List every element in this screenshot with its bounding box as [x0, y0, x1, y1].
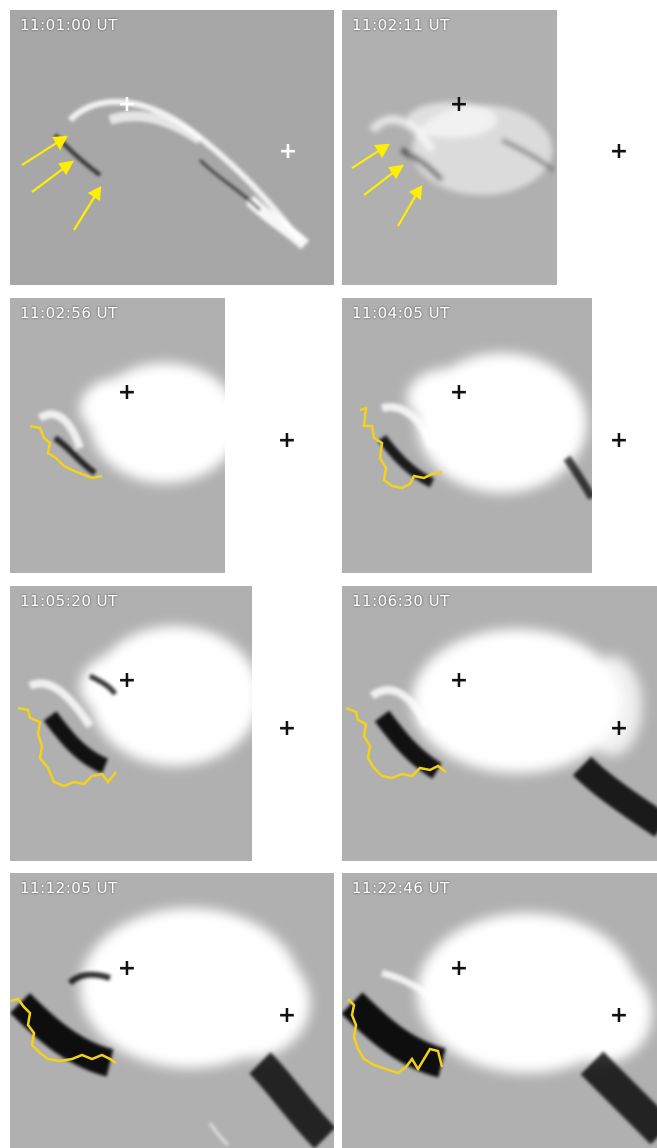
dimming-contour: [359, 406, 443, 490]
solar-image-8: [342, 873, 657, 1148]
timestamp-label: 11:22:46 UT: [352, 879, 450, 897]
plus-marker-icon: +: [609, 1003, 629, 1028]
timestamp-label: 11:06:30 UT: [352, 592, 450, 610]
panel-6: 11:06:30 UT + +: [342, 586, 657, 861]
dimming-contour: [345, 706, 447, 780]
solar-image-7: [10, 873, 334, 1148]
dimming-contour: [29, 424, 103, 480]
arrow-icon: [21, 135, 102, 231]
plus-marker-icon: +: [117, 668, 137, 693]
plus-marker-icon: +: [449, 956, 469, 981]
timestamp-label: 11:01:00 UT: [20, 16, 118, 34]
plus-marker-icon: +: [277, 1003, 297, 1028]
panel-8: 11:22:46 UT + +: [342, 873, 657, 1148]
solar-image-5: [10, 586, 334, 861]
dimming-contour: [347, 998, 444, 1075]
solar-image-3: [10, 298, 334, 573]
dimming-contour: [17, 706, 117, 788]
plus-marker-icon: +: [117, 92, 137, 117]
timestamp-label: 11:04:05 UT: [352, 304, 450, 322]
plus-marker-icon: +: [277, 716, 297, 741]
plus-marker-icon: +: [609, 716, 629, 741]
solar-image-1: [10, 10, 334, 285]
plus-marker-icon: +: [609, 139, 629, 164]
arrow-icon: [351, 143, 423, 227]
plus-marker-icon: +: [117, 956, 137, 981]
timestamp-label: 11:12:05 UT: [20, 879, 118, 897]
panel-2: 11:02:11 UT + +: [342, 10, 657, 285]
plus-marker-icon: +: [117, 380, 137, 405]
timestamp-label: 11:02:56 UT: [20, 304, 118, 322]
plus-marker-icon: +: [449, 668, 469, 693]
plus-marker-icon: +: [609, 428, 629, 453]
panel-1: 11:01:00 UT + +: [10, 10, 334, 285]
timestamp-label: 11:05:20 UT: [20, 592, 118, 610]
panel-3: 11:02:56 UT + +: [10, 298, 334, 573]
panel-4: 11:04:05 UT + +: [342, 298, 657, 573]
plus-marker-icon: +: [449, 92, 469, 117]
timestamp-label: 11:02:11 UT: [352, 16, 450, 34]
dimming-contour: [10, 997, 117, 1065]
solar-image-6: [342, 586, 657, 861]
plus-marker-icon: +: [449, 380, 469, 405]
panel-5: 11:05:20 UT + +: [10, 586, 334, 861]
solar-image-2: [342, 10, 657, 285]
plus-marker-icon: +: [277, 428, 297, 453]
solar-image-4: [342, 298, 657, 573]
plus-marker-icon: +: [278, 139, 298, 164]
panel-7: 11:12:05 UT + +: [10, 873, 334, 1148]
